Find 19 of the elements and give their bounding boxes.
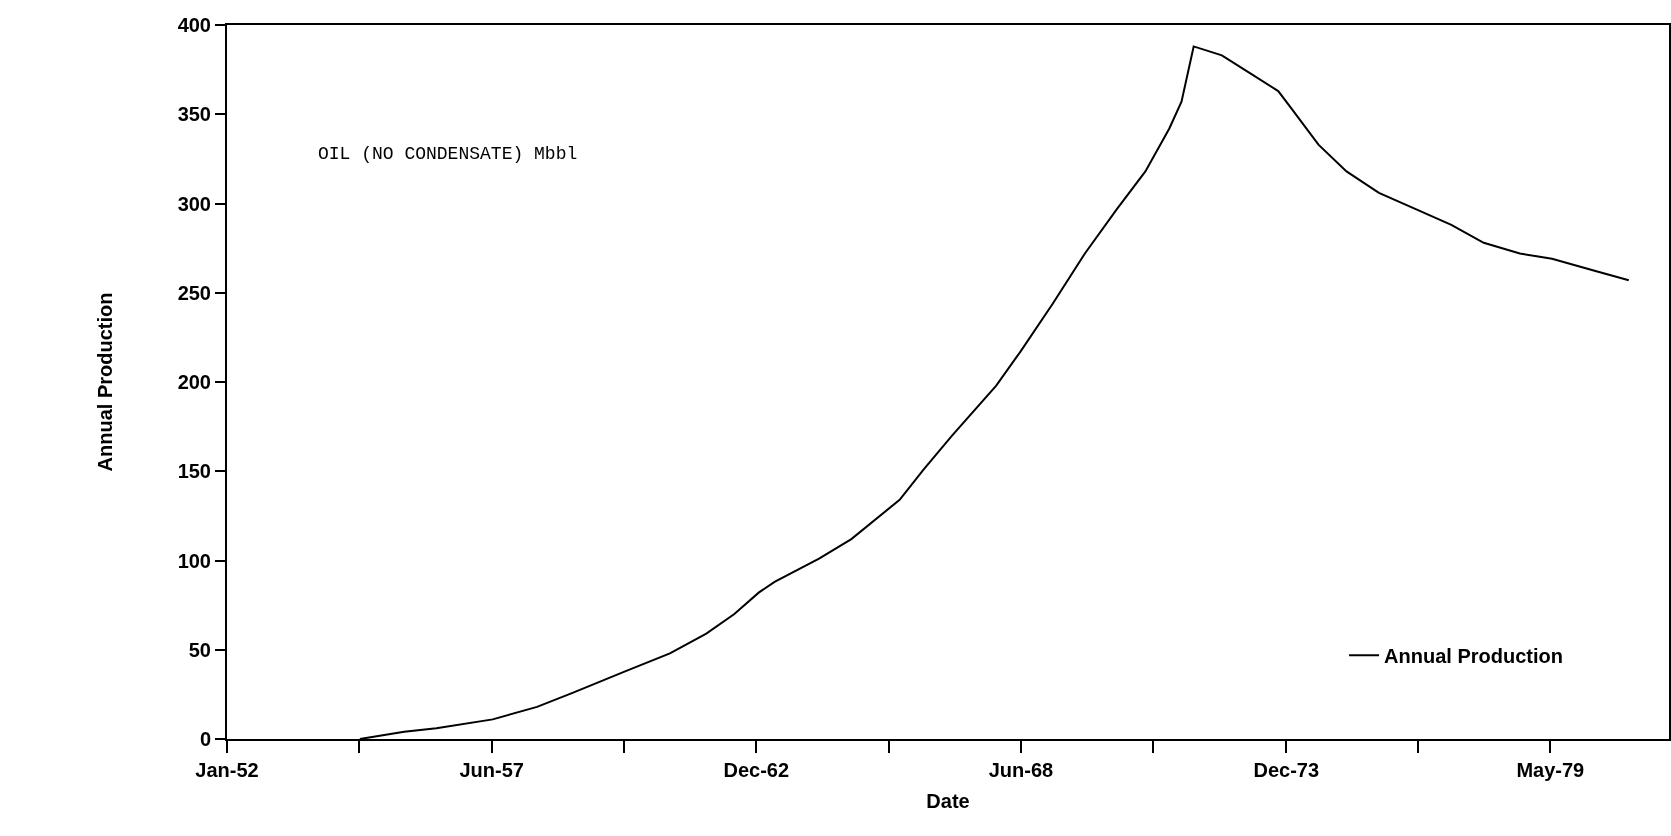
y-tick-label: 50 bbox=[188, 638, 211, 661]
y-tick-label: 200 bbox=[177, 371, 211, 393]
y-tick-label: 350 bbox=[177, 103, 211, 126]
x-tick-label: May-79 bbox=[1516, 759, 1585, 781]
x-tick-label: Dec-73 bbox=[1253, 759, 1320, 781]
y-tick-label: 100 bbox=[177, 549, 211, 572]
x-tick-label: Jun-57 bbox=[459, 759, 524, 781]
y-axis-title: Annual Production bbox=[93, 292, 116, 472]
legend-label: Annual Production bbox=[1384, 645, 1563, 668]
y-tick-label: 300 bbox=[177, 192, 211, 215]
y-tick-label: 150 bbox=[177, 460, 211, 483]
y-tick-label: 250 bbox=[177, 281, 211, 304]
annotation: OIL (NO CONDENSATE) Mbbl bbox=[318, 144, 578, 164]
y-tick-label: 0 bbox=[199, 728, 211, 750]
x-tick-label: Jan-52 bbox=[195, 759, 259, 781]
y-tick-label: 400 bbox=[177, 14, 211, 36]
x-tick-label: Dec-62 bbox=[723, 759, 790, 781]
x-axis-title: Date bbox=[926, 790, 970, 812]
x-tick-label: Jun-68 bbox=[988, 759, 1054, 781]
